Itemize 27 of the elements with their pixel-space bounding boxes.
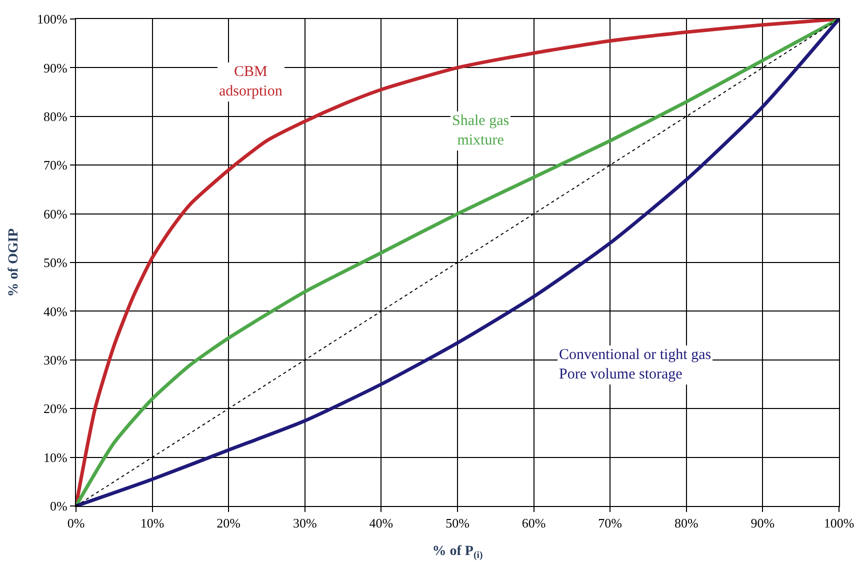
- x-tick-label: 20%: [216, 516, 241, 531]
- y-tick-label: 50%: [44, 255, 68, 270]
- x-tick-label: 70%: [598, 516, 622, 531]
- x-tick-label: 50%: [446, 516, 470, 531]
- text: Shale gas mixture: [452, 113, 510, 148]
- x-tick-label: 40%: [369, 516, 394, 531]
- y-tick-label: 80%: [44, 108, 68, 124]
- y-tick-label: 70%: [44, 158, 68, 173]
- x-tick-label: 30%: [292, 516, 317, 531]
- y-axis-title: % of OGIP: [6, 228, 22, 297]
- y-tick-label: 0%: [50, 498, 68, 514]
- series-label: CBM adsorption: [219, 64, 283, 100]
- y-tick-label: 60%: [44, 206, 68, 222]
- y-tick-label: 100%: [37, 12, 68, 27]
- x-tick-label: 0%: [67, 516, 85, 531]
- x-tick-label: 100%: [824, 516, 854, 531]
- x-axis-title: % of P$_{(i)}$: [432, 544, 483, 561]
- y-tick-label: 20%: [44, 401, 68, 416]
- x-tick-label: 90%: [750, 516, 775, 531]
- y-tick-label: 90%: [44, 60, 68, 76]
- y-tick-label: 40%: [44, 304, 68, 319]
- x-tick-label: 80%: [674, 516, 698, 531]
- y-tick-label: 10%: [44, 450, 68, 465]
- x-tick-label: 10%: [140, 516, 164, 531]
- y-tick-label: 30%: [44, 352, 68, 368]
- text: Conventional or tight gas Pore volume storage: [559, 347, 712, 382]
- x-tick-label: 60%: [522, 516, 546, 531]
